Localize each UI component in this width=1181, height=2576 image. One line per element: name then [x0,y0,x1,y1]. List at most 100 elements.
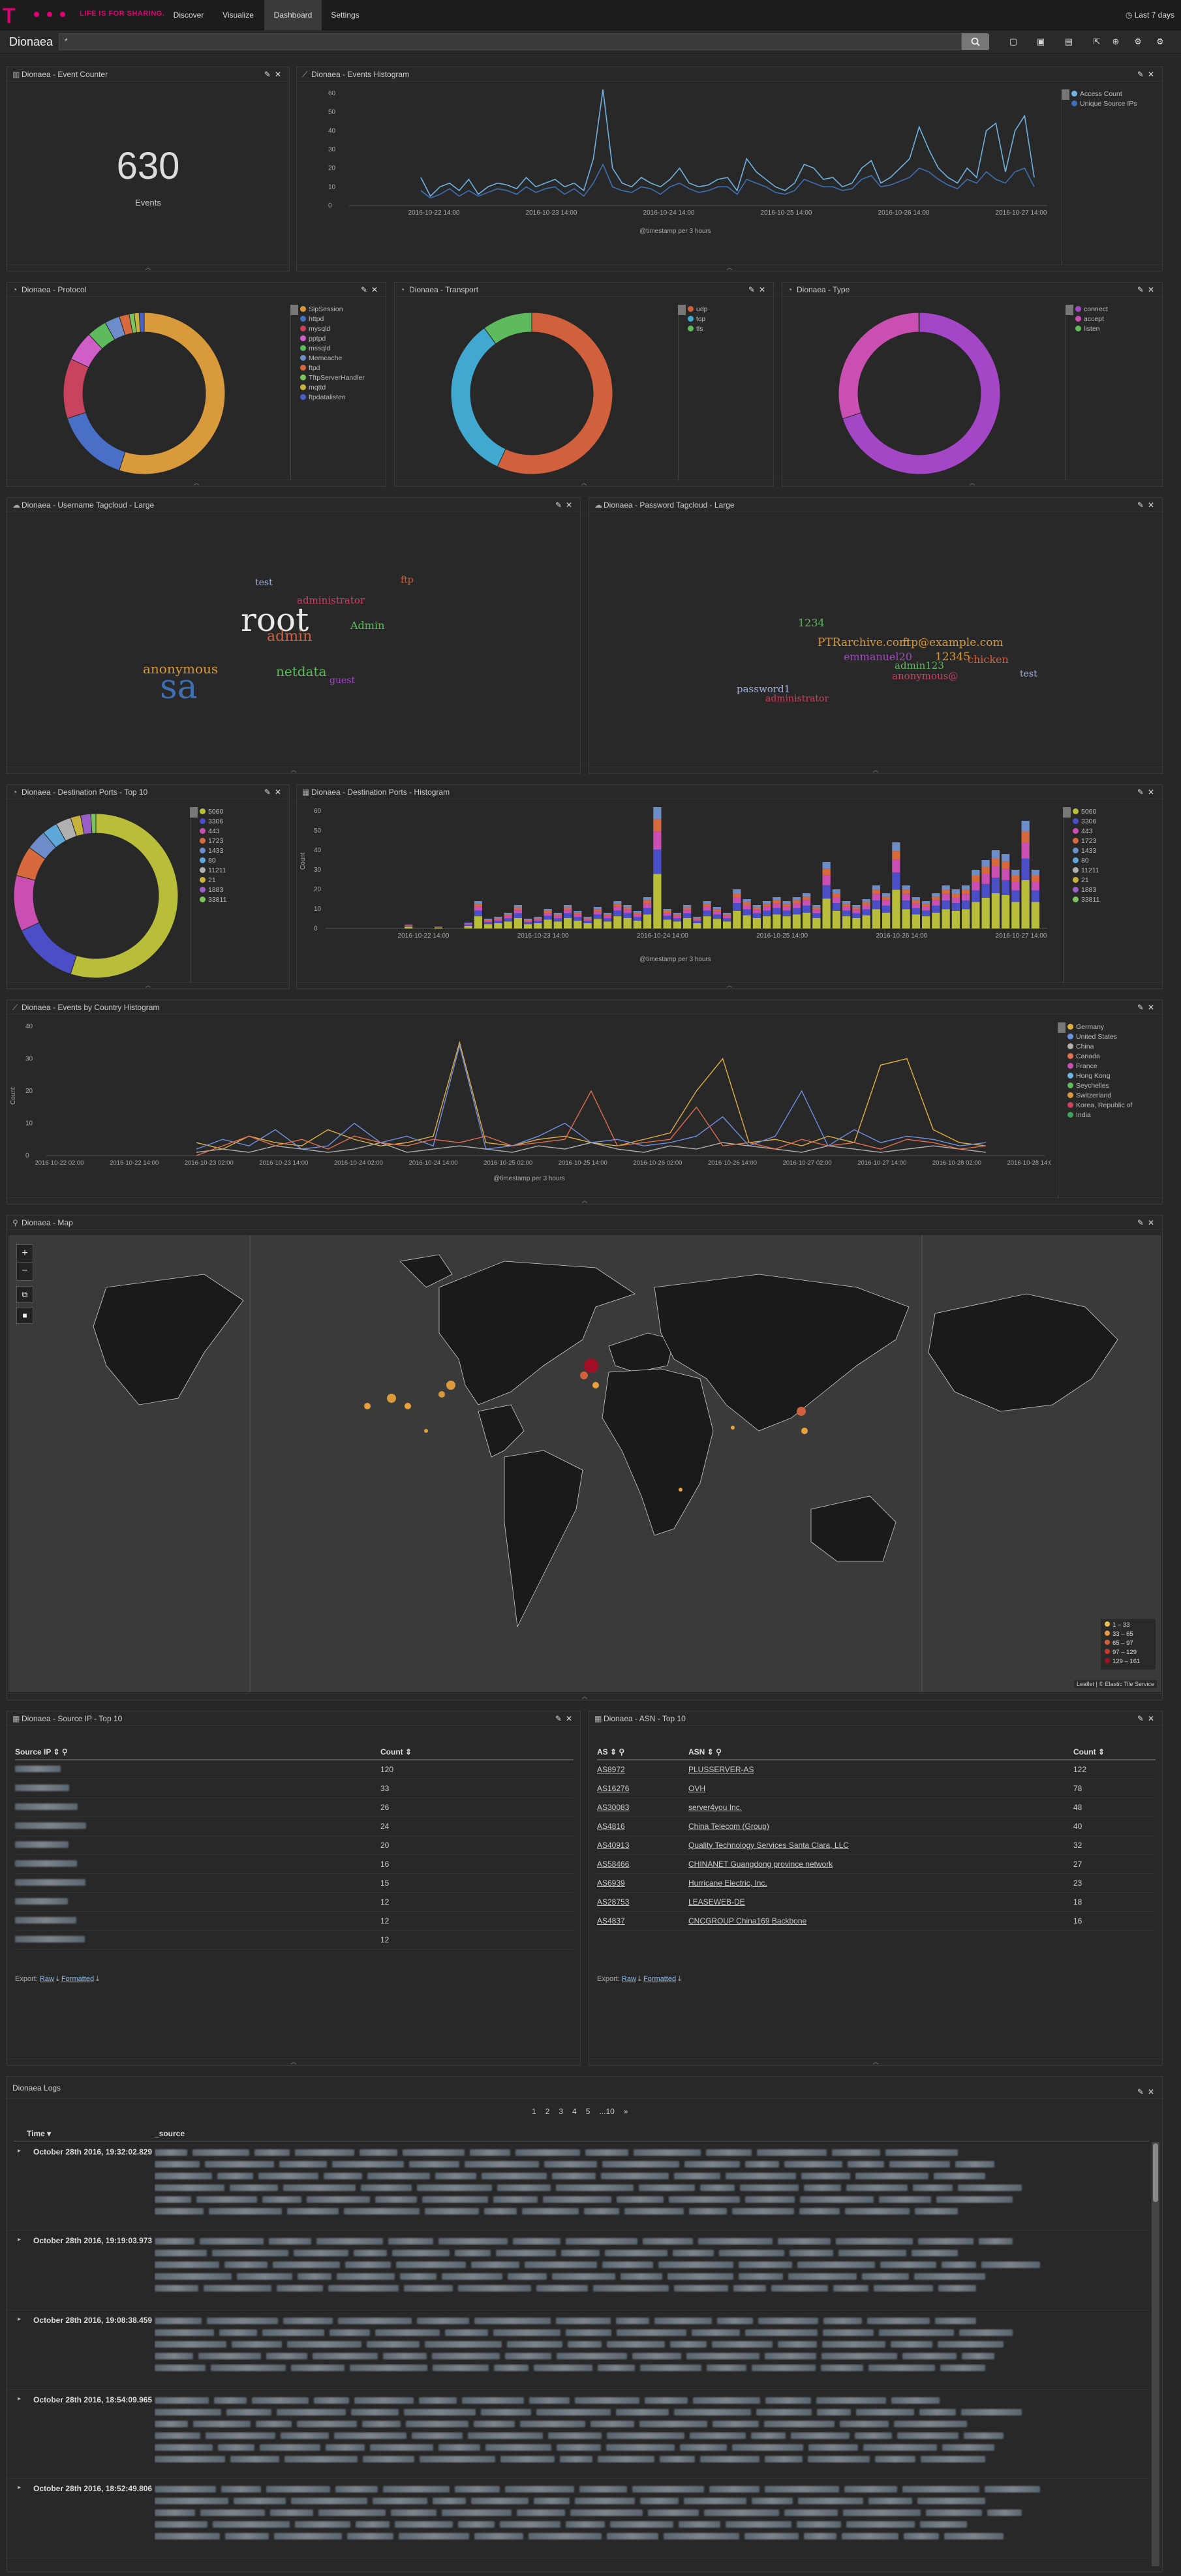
legend-item[interactable]: 11211 [200,866,226,876]
bar-segment[interactable] [1031,902,1039,929]
tag-word[interactable]: administrator [765,694,829,704]
legend-item[interactable]: 1433 [1073,846,1099,856]
bar-segment[interactable] [553,921,562,928]
bar-segment[interactable] [534,917,542,918]
legend-item[interactable]: 1723 [200,836,226,846]
bar-segment[interactable] [822,868,831,876]
bar-segment[interactable] [544,915,552,920]
bar-segment[interactable] [942,894,950,901]
bar-segment[interactable] [882,905,891,913]
bar-segment[interactable] [922,910,930,917]
bar-segment[interactable] [494,921,502,923]
bar-segment[interactable] [723,918,731,922]
bar-segment[interactable] [583,919,592,921]
tag-word[interactable]: test [1020,669,1037,679]
legend-item[interactable]: China [1067,1042,1132,1052]
edit-icon[interactable]: ✎ [360,285,371,294]
scrollbar-thumb[interactable] [1153,2143,1158,2202]
bar-segment[interactable] [932,893,940,897]
add-panel-icon[interactable]: ⊕ [1112,37,1120,46]
bar-segment[interactable] [673,915,681,919]
pie-slice[interactable] [119,312,226,475]
bar-segment[interactable] [703,906,711,911]
bar-segment[interactable] [663,915,671,920]
bar-segment[interactable] [792,900,801,904]
bar-segment[interactable] [693,917,701,918]
bar-segment[interactable] [494,923,502,928]
bar-segment[interactable] [524,924,532,928]
bar-segment[interactable] [524,921,532,923]
bar-segment[interactable] [613,904,622,907]
legend-item[interactable]: Korea, Republic of [1067,1101,1132,1111]
bar-segment[interactable] [693,917,701,919]
bar-segment[interactable] [773,900,781,904]
bar-segment[interactable] [544,919,552,929]
close-icon[interactable]: ✕ [1147,285,1158,294]
bar-segment[interactable] [832,893,840,897]
legend-item[interactable]: mqttd [300,383,365,393]
bar-segment[interactable] [892,872,900,890]
bar-segment[interactable] [922,916,930,928]
bar-segment[interactable] [673,913,681,915]
bar-segment[interactable] [504,915,512,919]
bar-segment[interactable] [683,905,692,908]
bar-segment[interactable] [852,910,861,913]
options-icon[interactable]: ⚙ [1134,37,1142,46]
as-link[interactable]: AS16276 [597,1779,688,1798]
bar-segment[interactable] [912,897,920,900]
bar-segment[interactable] [892,851,900,860]
bar-segment[interactable] [693,921,701,923]
as-link[interactable]: AS8972 [597,1760,688,1779]
nav-visualize[interactable]: Visualize [222,10,254,20]
bar-segment[interactable] [832,903,840,911]
bar-segment[interactable] [534,917,542,919]
bar-segment[interactable] [902,894,910,901]
bar-segment[interactable] [872,889,880,895]
bar-segment[interactable] [991,893,1000,928]
tag-word[interactable]: anonymous [143,661,219,677]
bar-segment[interactable] [653,819,662,832]
legend-item[interactable]: mssqld [300,344,365,354]
redacted-ip[interactable] [15,1803,78,1810]
legend-item[interactable]: Germany [1067,1022,1132,1032]
bar-segment[interactable] [723,913,731,915]
bar-segment[interactable] [922,904,930,907]
bar-segment[interactable] [534,921,542,923]
bar-segment[interactable] [743,902,751,906]
bar-segment[interactable] [991,866,1000,878]
as-link[interactable]: AS58466 [597,1854,688,1874]
bar-segment[interactable] [932,905,940,913]
bar-segment[interactable] [773,897,781,900]
bar-segment[interactable] [564,905,572,908]
legend-item[interactable]: tcp [688,314,708,324]
bar-segment[interactable] [524,922,532,925]
bar-segment[interactable] [991,850,1000,858]
bar-segment[interactable] [803,912,811,928]
bar-segment[interactable] [782,916,791,928]
bar-segment[interactable] [1021,880,1030,928]
export-raw-link[interactable]: Raw [39,1975,54,1983]
bar-segment[interactable] [604,914,612,916]
bar-segment[interactable] [544,913,552,916]
bar-segment[interactable] [643,897,652,900]
legend-item[interactable]: 1883 [200,885,226,895]
bar-segment[interactable] [623,907,632,910]
bar-segment[interactable] [773,908,781,915]
column-header-time[interactable]: Time ▾ [27,2129,52,2138]
tag-word[interactable]: ftp@example.com [902,636,1004,649]
bar-segment[interactable] [842,910,851,917]
bar-segment[interactable] [862,915,870,928]
edit-icon[interactable]: ✎ [1137,70,1148,79]
bar-segment[interactable] [743,899,751,902]
bar-segment[interactable] [832,897,840,903]
bar-segment[interactable] [902,889,910,895]
redacted-ip[interactable] [15,1822,86,1829]
bar-segment[interactable] [514,917,522,928]
legend-item[interactable]: 443 [1073,827,1099,836]
bar-segment[interactable] [703,910,711,917]
bar-segment[interactable] [593,907,602,910]
bar-segment[interactable] [962,909,970,928]
bar-segment[interactable] [812,905,821,908]
bar-segment[interactable] [842,904,851,907]
legend-item[interactable]: Seychelles [1067,1081,1132,1091]
